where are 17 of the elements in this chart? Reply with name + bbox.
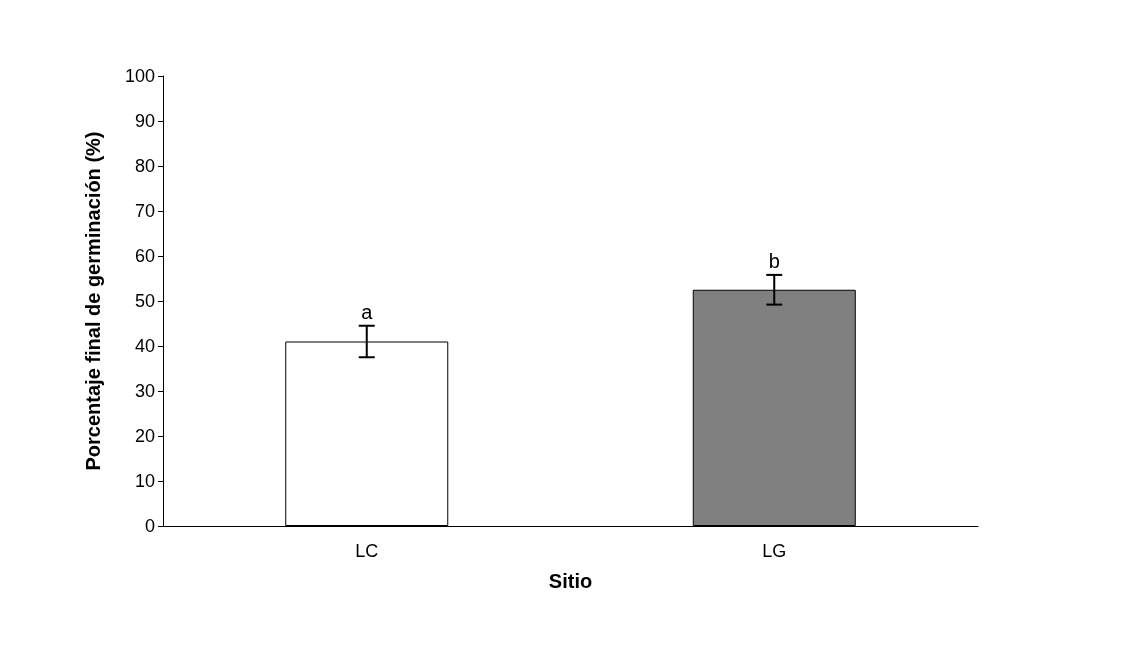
annotation: a <box>361 300 374 323</box>
y-tick-label: 20 <box>134 426 155 446</box>
y-tick-label: 70 <box>134 201 155 221</box>
x-axis-title: Sitio <box>548 570 593 592</box>
y-tick-label: 30 <box>134 381 155 401</box>
x-tick-label: LG <box>762 541 787 561</box>
y-tick-label: 90 <box>134 111 155 131</box>
y-tick-label: 10 <box>134 471 155 491</box>
y-tick-label: 0 <box>144 516 155 536</box>
x-tick-label: LC <box>355 541 379 561</box>
y-tick-label: 40 <box>134 336 155 356</box>
y-tick-label: 60 <box>134 246 155 266</box>
y-tick-label: 50 <box>134 291 155 311</box>
y-tick-label: 100 <box>124 66 155 86</box>
y-tick-label: 80 <box>134 156 155 176</box>
y-axis-title: Porcentaje final de germinación (%) <box>82 131 104 471</box>
annotation: b <box>768 249 780 272</box>
